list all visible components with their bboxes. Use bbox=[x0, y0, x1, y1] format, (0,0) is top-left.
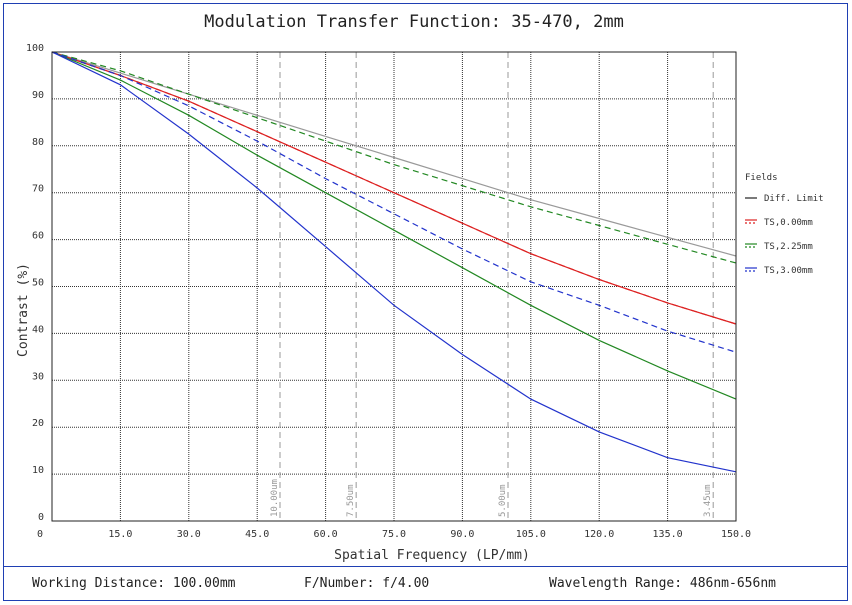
y-tick-label: 90 bbox=[32, 90, 44, 101]
y-tick-label: 70 bbox=[32, 184, 44, 195]
working-distance-text: Working Distance: 100.00mm bbox=[32, 576, 236, 591]
legend-label: TS,2.25mm bbox=[764, 242, 813, 252]
wavelength-range-text: Wavelength Range: 486nm-656nm bbox=[549, 576, 776, 591]
x-axis-label: Spatial Frequency (LP/mm) bbox=[334, 548, 530, 563]
legend-label: TS,3.00mm bbox=[764, 266, 813, 276]
x-tick-labels: 15.0 30.0 45.0 60.0 75.0 90.0 105.0 120.0 135.0 1… bbox=[37, 529, 751, 540]
y-tick-label: 30 bbox=[32, 371, 44, 382]
plot-border bbox=[51, 51, 737, 522]
legend-title: Fields bbox=[745, 173, 778, 183]
y-tick-label: 80 bbox=[32, 137, 44, 148]
y-tick-labels: 0 10 20 30 40 50 60 70 80 90 100 bbox=[26, 43, 44, 523]
y-tick-label: 0 bbox=[38, 512, 44, 523]
series-line bbox=[51, 51, 737, 257]
x-tick-label: 90.0 bbox=[450, 529, 474, 540]
legend-label: TS,0.00mm bbox=[764, 218, 813, 228]
pixel-marker-label: 7.50um bbox=[346, 484, 356, 517]
pixel-marker-label: 3.45um bbox=[703, 484, 713, 517]
pixel-marker-label: 5.00um bbox=[498, 484, 508, 517]
x-tick-label: 45.0 bbox=[245, 529, 269, 540]
x-tick-label: 15.0 bbox=[108, 529, 132, 540]
x-tick-label: 75.0 bbox=[382, 529, 406, 540]
x-tick-label: 120.0 bbox=[584, 529, 614, 540]
x-tick-label: 60.0 bbox=[314, 529, 338, 540]
x-tick-label: 135.0 bbox=[653, 529, 683, 540]
y-tick-label: 10 bbox=[32, 465, 44, 476]
x-tick-label: 30.0 bbox=[177, 529, 201, 540]
x-tick-label: 150.0 bbox=[721, 529, 751, 540]
y-tick-label: 100 bbox=[26, 43, 44, 54]
f-number-text: F/Number: f/4.00 bbox=[304, 576, 430, 591]
figure-frame bbox=[3, 3, 848, 601]
pixel-size-markers: 10.00um 7.50um 5.00um 3.45um bbox=[270, 52, 714, 521]
legend-label: Diff. Limit bbox=[764, 194, 824, 204]
y-tick-label: 50 bbox=[32, 278, 44, 289]
y-tick-label: 20 bbox=[32, 418, 44, 429]
y-tick-label: 40 bbox=[32, 324, 44, 335]
chart-title: Modulation Transfer Function: 35-470, 2m… bbox=[204, 12, 624, 32]
series-line bbox=[51, 51, 737, 473]
mtf-chart: 10.00um 7.50um 5.00um 3.45um 0 10 20 30 40 50 60 7… bbox=[16, 43, 824, 563]
y-axis-label: Contrast (%) bbox=[16, 263, 31, 357]
pixel-marker-label: 10.00um bbox=[270, 479, 280, 517]
x-tick-label: 105.0 bbox=[516, 529, 546, 540]
series-lines bbox=[51, 51, 737, 473]
footer-divider bbox=[3, 566, 848, 567]
y-tick-label: 60 bbox=[32, 231, 44, 242]
series-line bbox=[51, 51, 737, 353]
grid bbox=[52, 51, 737, 522]
x-tick-label: 0 bbox=[37, 529, 43, 540]
series-line bbox=[51, 51, 737, 325]
legend: Diff. Limit TS,0.00mm TS,2.25mm TS,3.00mm bbox=[745, 194, 824, 276]
series-line bbox=[51, 51, 737, 400]
series-line bbox=[51, 51, 737, 264]
